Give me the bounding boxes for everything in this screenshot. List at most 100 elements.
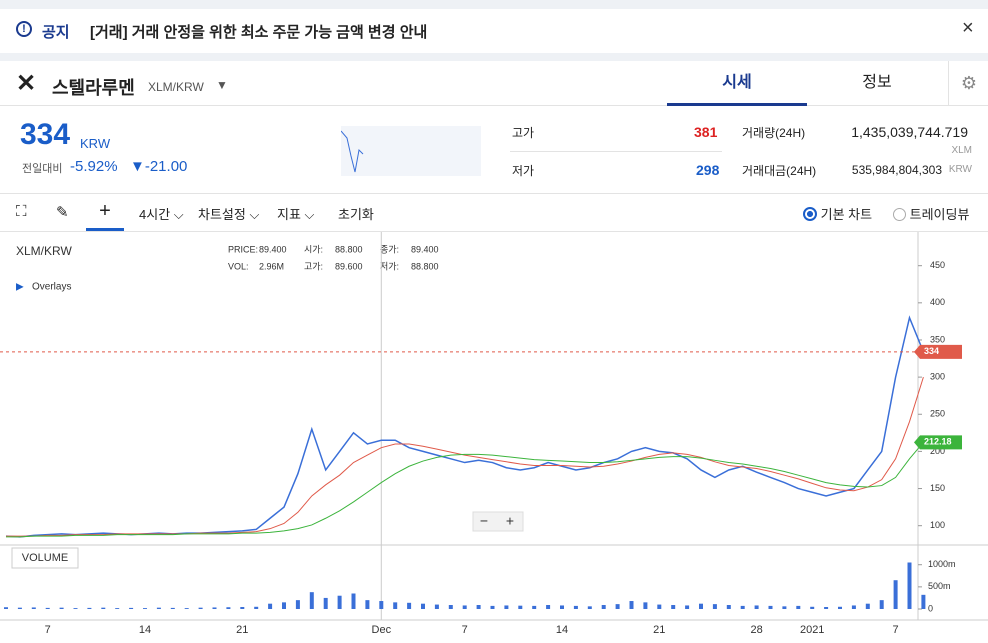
volume-bar bbox=[476, 605, 481, 609]
volume-bar bbox=[184, 608, 189, 609]
zoom-in[interactable]: + bbox=[506, 513, 514, 529]
volume-tick-label: 1000m bbox=[928, 559, 956, 569]
price: 334 bbox=[20, 118, 71, 151]
x-tick-label: Dec bbox=[372, 624, 392, 636]
info-value: 89.400 bbox=[259, 244, 287, 254]
volume-bar bbox=[156, 607, 161, 609]
volume-bar bbox=[45, 607, 50, 609]
y-tick-label: 200 bbox=[930, 446, 945, 456]
volume-bar bbox=[643, 602, 648, 609]
volume-bar bbox=[865, 603, 870, 609]
overlays[interactable]: Overlays bbox=[32, 282, 71, 293]
info-label: VOL: bbox=[228, 261, 249, 271]
y-tick-label: 350 bbox=[930, 334, 945, 344]
volume-bar bbox=[629, 601, 634, 609]
amount-label: 거래대금(24H) bbox=[742, 164, 817, 178]
zoom-out[interactable]: − bbox=[480, 513, 488, 529]
volume-bar bbox=[754, 605, 759, 609]
volume-bar bbox=[337, 595, 342, 609]
volume-bar bbox=[490, 605, 495, 609]
overlay-toggle[interactable]: ▶ bbox=[16, 282, 24, 293]
volume-button[interactable] bbox=[11, 547, 79, 569]
info-value: 88.800 bbox=[335, 244, 363, 254]
volume-bar bbox=[768, 605, 773, 609]
volume-bar bbox=[295, 600, 300, 609]
volume-bar bbox=[4, 607, 8, 609]
x-tick-label: 14 bbox=[139, 624, 151, 636]
volume-tick-label: 500m bbox=[928, 581, 951, 591]
x-tick-label: 2021 bbox=[800, 624, 824, 636]
volume-bar bbox=[240, 607, 245, 609]
coin-name: 스텔라루멘 bbox=[52, 78, 135, 98]
notice-label: 공지 bbox=[42, 24, 70, 41]
amount: 535,984,804,303 bbox=[851, 163, 942, 177]
volume-bar bbox=[838, 606, 842, 609]
volume-bar bbox=[282, 602, 286, 609]
volume-bar bbox=[87, 607, 92, 609]
zoom-controls bbox=[472, 511, 524, 532]
fullscreen-button[interactable]: ⛶ bbox=[16, 203, 27, 220]
y-tick-label: 300 bbox=[930, 371, 945, 381]
volume-label: 거래량(24H) bbox=[742, 126, 806, 140]
volume-bar bbox=[407, 602, 412, 609]
price-tag bbox=[914, 435, 962, 450]
settings: 차트설정 bbox=[198, 207, 246, 222]
volume-bar bbox=[726, 605, 731, 609]
high: 381 bbox=[694, 124, 718, 140]
price-tag bbox=[914, 344, 962, 359]
volume-bar bbox=[699, 603, 703, 609]
tab[interactable]: 정보 bbox=[862, 74, 892, 91]
volume-bar bbox=[198, 607, 203, 609]
volume-bar bbox=[143, 608, 147, 609]
volume-label[interactable]: VOLUME bbox=[22, 552, 68, 564]
draw-button[interactable]: ✎ bbox=[56, 204, 69, 221]
amount-unit: KRW bbox=[948, 164, 972, 175]
x-tick-label: 14 bbox=[556, 624, 568, 636]
price-tag-label: 212.18 bbox=[924, 437, 952, 447]
volume-bar bbox=[879, 600, 884, 609]
volume-bar bbox=[226, 607, 231, 609]
series-line bbox=[5, 315, 925, 538]
x-tick-label: 21 bbox=[236, 624, 248, 636]
tab[interactable]: 시세 bbox=[667, 61, 807, 106]
info-label: 고가: bbox=[304, 261, 323, 271]
crosshair-button[interactable]: + bbox=[86, 194, 124, 231]
close-button[interactable]: × bbox=[962, 17, 974, 39]
tradingview-radio[interactable]: 트레이딩뷰 bbox=[893, 204, 969, 223]
volume-bar bbox=[615, 604, 620, 609]
change-amount: ▼-21.00 bbox=[130, 158, 188, 175]
volume-bar bbox=[421, 603, 425, 609]
volume-bar bbox=[907, 562, 912, 609]
notice-text[interactable]: [거래] 거래 안정을 위한 최소 주문 가능 금액 변경 안내 bbox=[90, 24, 428, 41]
volume-bar bbox=[170, 607, 175, 609]
volume-bar bbox=[712, 604, 717, 609]
notice-icon: ! bbox=[16, 21, 32, 37]
info-value: 88.800 bbox=[411, 261, 439, 271]
volume-bar bbox=[560, 605, 564, 609]
high-label: 고가 bbox=[512, 126, 535, 140]
notice-bar: ! 공지 [거래] 거래 안정을 위한 최소 주문 가능 금액 변경 안내 × bbox=[0, 9, 988, 61]
indicator-menu[interactable]: 지표 ⌵ bbox=[277, 207, 315, 222]
reset-button[interactable]: 초기화 bbox=[338, 207, 374, 222]
settings-button[interactable]: ⚙ bbox=[948, 61, 988, 105]
volume-bar bbox=[851, 605, 856, 609]
settings-menu[interactable]: 차트설정 ⌵ bbox=[198, 207, 260, 222]
coin-header: ✕ 스텔라루멘 XLM/KRW ▼ 시세 정보 ⚙ bbox=[0, 61, 988, 106]
volume-bar bbox=[462, 605, 467, 609]
low: 298 bbox=[696, 162, 720, 178]
coin-dropdown[interactable]: ▼ bbox=[216, 78, 228, 92]
divider bbox=[510, 151, 722, 152]
volume-bar bbox=[73, 608, 78, 609]
volume-bar bbox=[796, 605, 801, 609]
volume-bar bbox=[129, 607, 134, 609]
volume: 1,435,039,744.719 bbox=[851, 124, 968, 140]
y-tick-label: 250 bbox=[930, 409, 945, 419]
x-tick-label: 7 bbox=[462, 624, 468, 636]
info-value: 89.400 bbox=[411, 244, 439, 254]
interval: 4시간 bbox=[139, 207, 171, 222]
x-tick-label: 21 bbox=[653, 624, 665, 636]
basic-chart-radio[interactable]: 기본 차트 bbox=[803, 204, 872, 223]
currency: KRW bbox=[80, 136, 111, 151]
interval-menu[interactable]: 4시간 ⌵ bbox=[139, 207, 184, 222]
